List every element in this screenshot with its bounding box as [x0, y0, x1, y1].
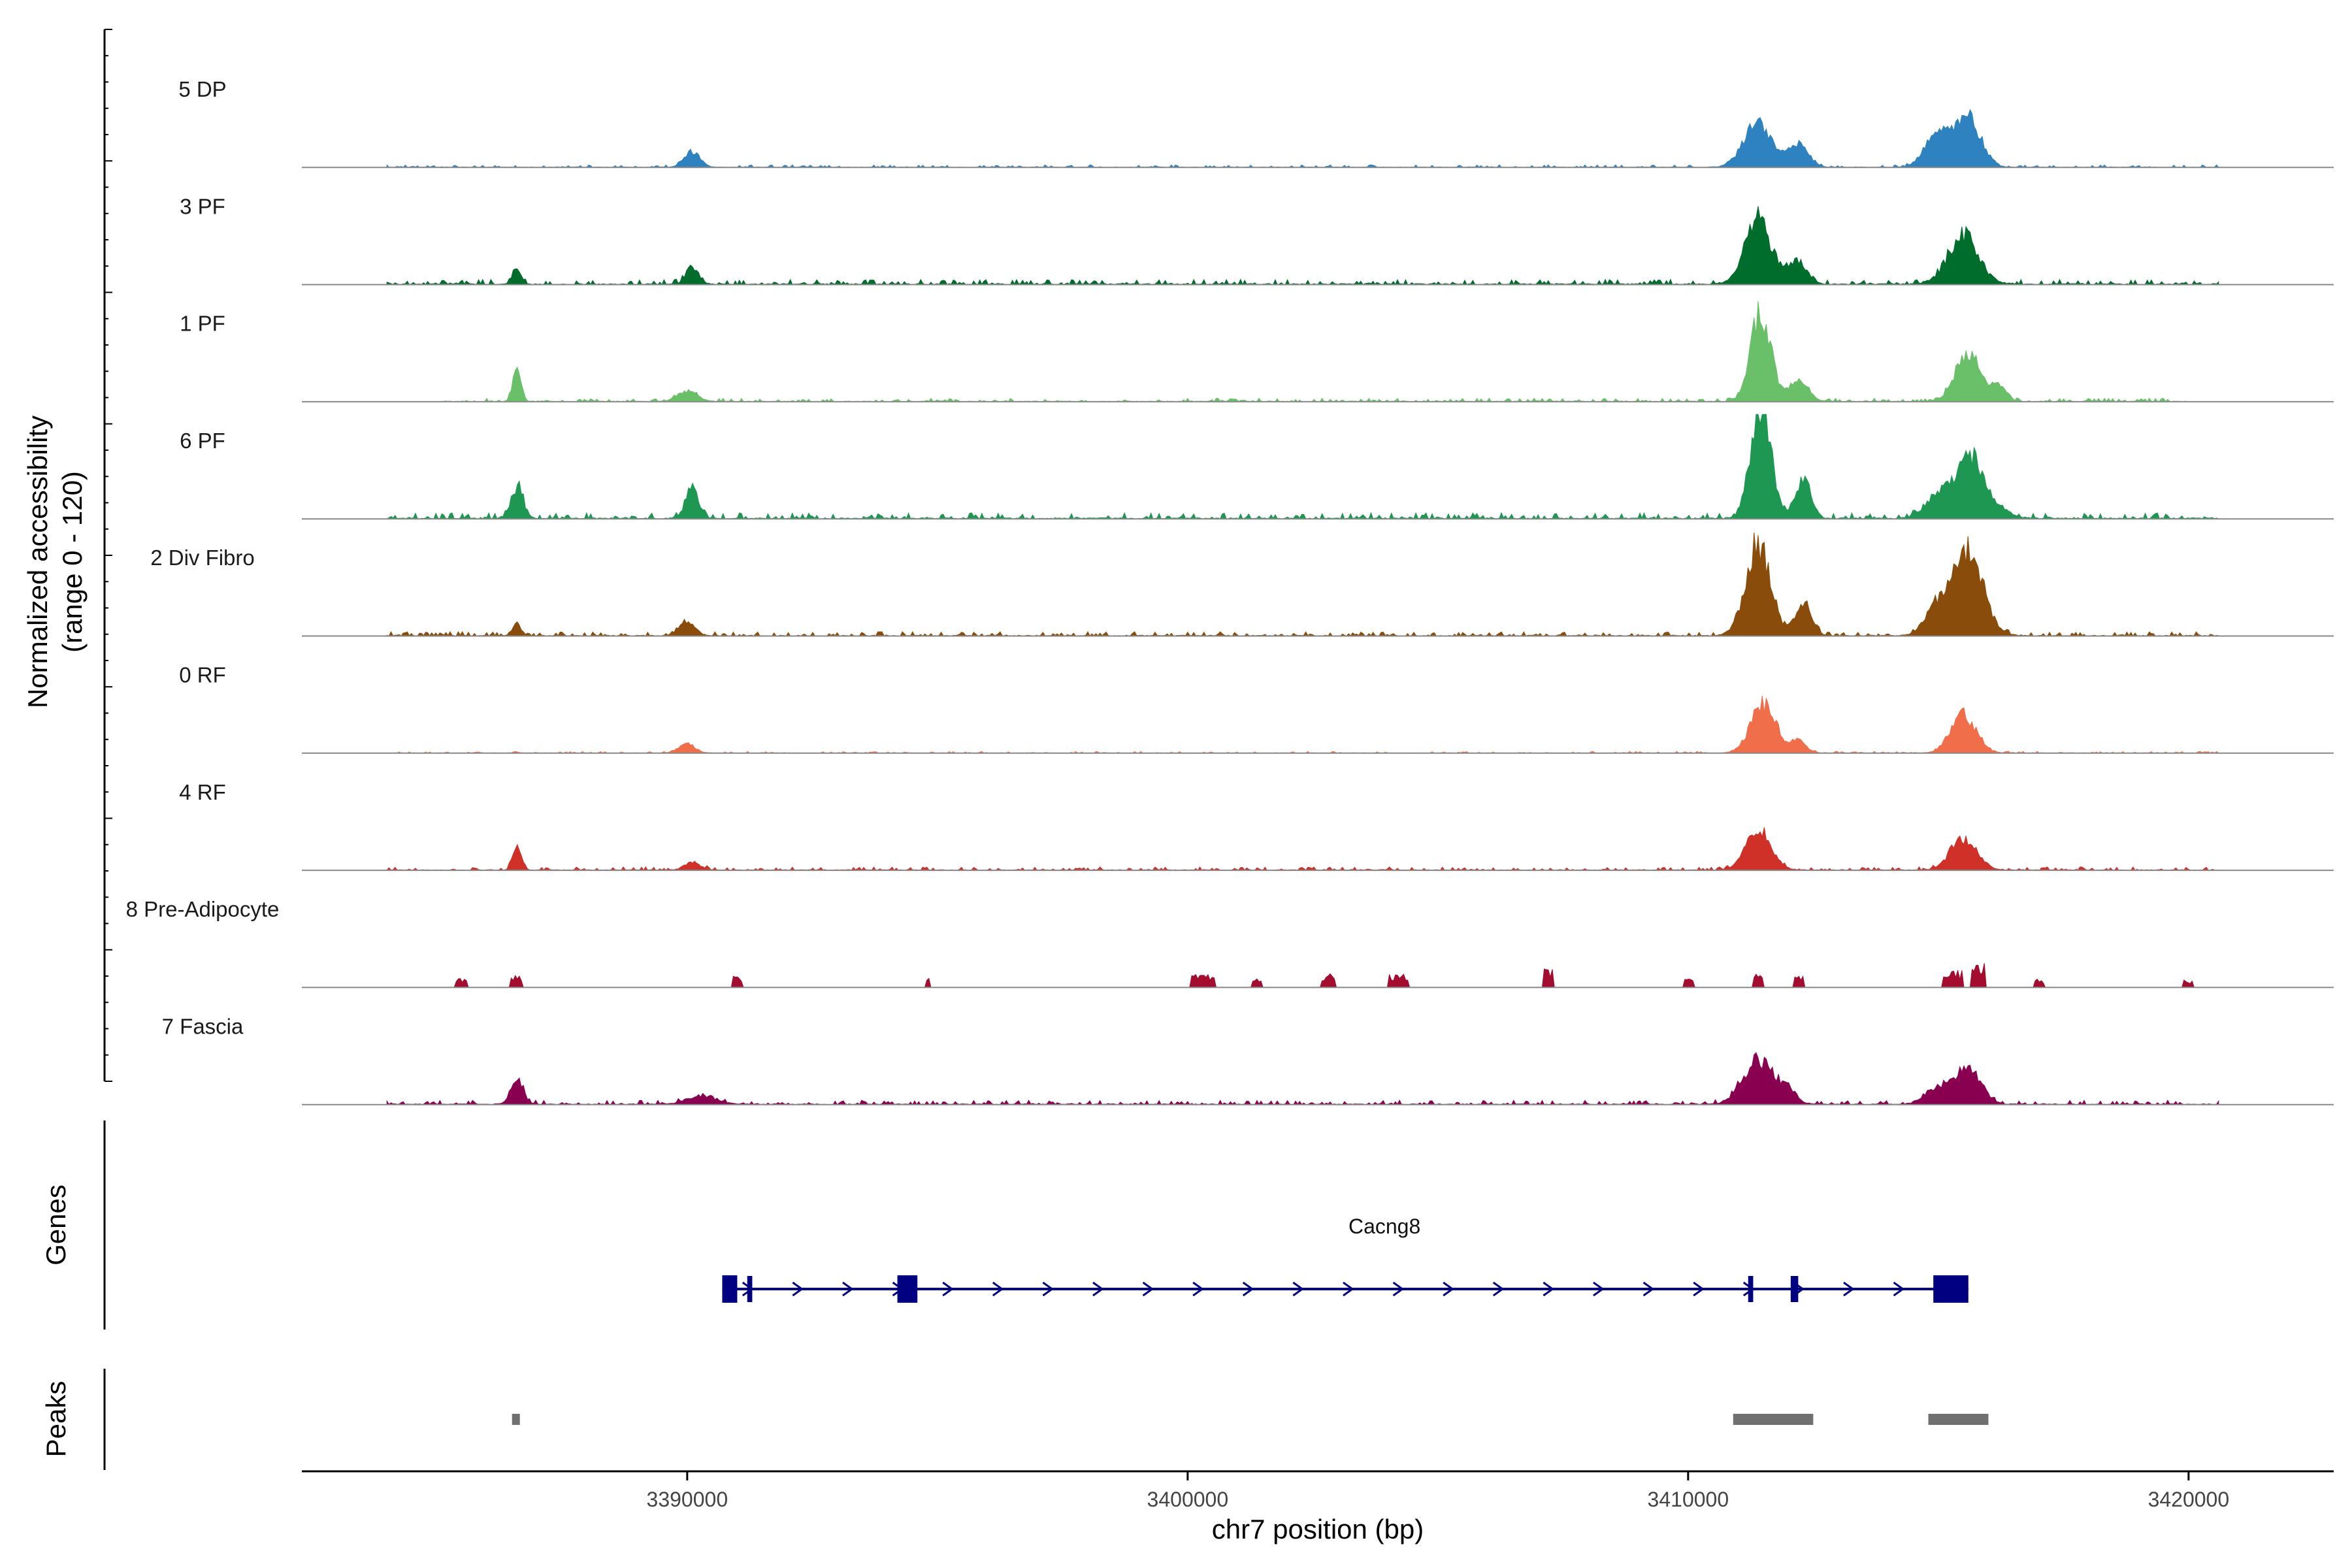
- track-3: 6 PF: [180, 414, 2334, 520]
- peaks-panel-title: Peaks: [41, 1381, 71, 1458]
- track-coverage-area: [386, 108, 2219, 168]
- strand-arrow: [1242, 1281, 1254, 1297]
- strand-arrow: [1292, 1281, 1304, 1297]
- strand-arrow: [1543, 1281, 1554, 1297]
- strand-arrow: [942, 1281, 954, 1297]
- track-coverage-area: [386, 532, 2219, 637]
- track-label: 0 RF: [179, 663, 226, 687]
- strand-arrow: [1092, 1281, 1104, 1297]
- strand-arrow: [1693, 1281, 1705, 1297]
- track-coverage-area: [386, 827, 2219, 871]
- gene-track: Cacng8: [722, 1215, 1968, 1303]
- track-label: 3 PF: [180, 194, 225, 218]
- strand-arrow: [1142, 1281, 1154, 1297]
- track-6: 4 RF: [179, 780, 2334, 872]
- x-axis: 3390000 3400000 3410000 3420000: [302, 1470, 2334, 1511]
- x-tick-label: 3420000: [2148, 1488, 2230, 1511]
- track-label: 5 DP: [178, 77, 226, 101]
- strand-arrow: [1642, 1281, 1655, 1297]
- strand-arrow: [1843, 1281, 1855, 1297]
- strand-arrow: [1893, 1281, 1905, 1297]
- track-label: 2 Div Fibro: [150, 546, 255, 570]
- x-axis-title: chr7 position (bp): [1212, 1514, 1424, 1544]
- strand-arrow: [842, 1281, 854, 1297]
- x-tick-label: 3390000: [647, 1488, 728, 1511]
- gene-exon: [722, 1275, 738, 1303]
- x-tick-label: 3410000: [1648, 1488, 1729, 1511]
- track-coverage-area: [387, 695, 2219, 754]
- strand-arrow: [1042, 1281, 1054, 1297]
- gene-exon: [897, 1275, 918, 1303]
- track-0: 5 DP: [178, 77, 2334, 169]
- peak-track: [512, 1414, 1989, 1425]
- track-coverage-area: [386, 414, 2219, 520]
- strand-arrow: [1343, 1281, 1354, 1297]
- gene-exon: [747, 1276, 753, 1302]
- strand-arrow: [992, 1281, 1004, 1297]
- strand-arrow: [1192, 1281, 1204, 1297]
- gene-exon: [1748, 1276, 1754, 1302]
- gene-exon: [1790, 1276, 1799, 1302]
- peak-region: [512, 1414, 520, 1425]
- strand-arrow: [1443, 1281, 1454, 1297]
- track-label: 1 PF: [180, 312, 225, 336]
- track-coverage-area: [387, 301, 2219, 402]
- coverage-tracks: 5 DP 3 PF 1 PF 6 PF 2 Div Fibro 0 RF 4 RF 8 Pre…: [126, 77, 2334, 1105]
- track-label: 6 PF: [180, 429, 225, 453]
- strand-arrow: [1492, 1281, 1505, 1297]
- track-8: 7 Fascia: [162, 1014, 2334, 1105]
- peak-region: [1733, 1414, 1814, 1425]
- track-2: 1 PF: [180, 301, 2334, 402]
- strand-arrow: [792, 1281, 804, 1297]
- strand-arrow: [1392, 1281, 1405, 1297]
- track-5: 0 RF: [179, 663, 2334, 754]
- track-label: 7 Fascia: [162, 1014, 244, 1038]
- track-7: 8 Pre-Adipocyte: [126, 897, 2334, 988]
- track-coverage-area: [386, 1052, 2219, 1105]
- genes-panel-title: Genes: [41, 1184, 71, 1266]
- y-axis-range: (range 0 - 120): [57, 471, 88, 653]
- peak-region: [1928, 1414, 1989, 1425]
- track-coverage-area: [387, 963, 2219, 988]
- gene-exon: [1933, 1275, 1968, 1303]
- track-1: 3 PF: [180, 194, 2334, 286]
- track-4: 2 Div Fibro: [150, 532, 2334, 637]
- left-axes: [103, 29, 112, 1470]
- y-axis-title: Normalized accessibility: [22, 416, 53, 708]
- gene-name-label: Cacng8: [1348, 1215, 1420, 1238]
- strand-arrow: [1593, 1281, 1605, 1297]
- track-label: 4 RF: [179, 780, 226, 804]
- x-tick-label: 3400000: [1147, 1488, 1229, 1511]
- track-coverage-area: [386, 206, 2219, 286]
- track-label: 8 Pre-Adipocyte: [126, 897, 280, 921]
